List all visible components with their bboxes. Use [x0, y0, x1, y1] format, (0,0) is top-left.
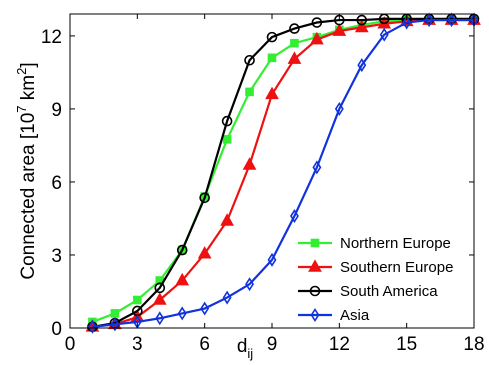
data-point: [110, 309, 120, 318]
data-point: [176, 244, 188, 256]
data-point: [110, 317, 120, 332]
x-tick-label: 12: [329, 334, 350, 355]
data-point: [222, 135, 232, 144]
data-point: [197, 246, 212, 259]
data-point: [265, 86, 279, 100]
data-point: [424, 13, 434, 28]
series-line: [92, 18, 474, 328]
series-line: [92, 18, 474, 328]
y-tick-label: 0: [51, 319, 62, 340]
data-point: [332, 23, 347, 36]
legend-label: Southern Europe: [340, 259, 453, 276]
series-southern-europe: [85, 12, 481, 332]
x-tick-label: 9: [267, 334, 278, 355]
data-point: [154, 282, 166, 294]
data-point: [155, 311, 165, 326]
series-asia: [87, 13, 479, 334]
data-point: [177, 306, 187, 321]
data-point: [334, 101, 344, 116]
data-point: [199, 192, 210, 204]
data-point: [267, 252, 277, 267]
data-point: [266, 31, 278, 43]
data-point: [245, 277, 255, 292]
legend-item: Southern Europe: [298, 259, 453, 276]
data-point: [220, 213, 234, 226]
legend-swatch-marker: [310, 308, 320, 322]
data-point: [312, 160, 322, 175]
y-axis-label: Connected area [107 km2]: [14, 62, 39, 279]
y-tick-label: 12: [41, 27, 62, 48]
data-point: [175, 272, 190, 286]
data-point: [133, 295, 142, 305]
legend-swatch-marker: [310, 238, 320, 248]
data-point: [200, 301, 210, 316]
data-point: [287, 51, 302, 64]
data-point: [379, 27, 389, 42]
legend-label: South America: [340, 283, 438, 300]
x-tick-label: 15: [396, 334, 417, 355]
series-line: [92, 18, 474, 323]
x-tick-label: 6: [199, 334, 210, 355]
x-tick-label: 3: [132, 334, 143, 355]
legend-swatch-marker: [308, 259, 322, 272]
data-point: [222, 290, 232, 305]
x-axis-label: dij: [237, 336, 253, 361]
data-point: [354, 19, 369, 33]
x-axis: 0 3 6 9 12 15 18: [65, 14, 485, 355]
legend-item: South America: [298, 283, 438, 300]
data-point: [357, 58, 367, 73]
data-point: [310, 31, 324, 45]
x-tick-label: 18: [463, 334, 484, 355]
legend-item: Asia: [298, 307, 370, 324]
data-point: [152, 292, 167, 305]
data-point: [356, 14, 368, 26]
data-point: [447, 13, 457, 28]
legend-label: Asia: [340, 307, 370, 324]
data-point: [87, 319, 97, 334]
data-point: [245, 87, 254, 97]
legend-item: Northern Europe: [298, 235, 451, 252]
legend: Northern Europe Southern Europe South Amer…: [298, 235, 453, 324]
data-point: [244, 54, 255, 66]
data-point: [290, 38, 299, 48]
legend-label: Northern Europe: [340, 235, 451, 252]
y-tick-label: 6: [51, 173, 62, 194]
data-point: [267, 53, 277, 63]
series-northern-europe: [88, 15, 479, 327]
data-point: [221, 115, 233, 127]
legend-swatch-marker: [309, 285, 321, 297]
data-point: [289, 209, 299, 224]
y-tick-label: 9: [51, 100, 62, 121]
series-line: [92, 17, 474, 328]
y-tick-label: 3: [51, 246, 62, 267]
data-point: [289, 23, 300, 34]
data-point: [242, 157, 257, 170]
data-point: [311, 17, 323, 28]
y-axis: 0 3 6 9 12: [41, 27, 474, 340]
data-point: [402, 15, 412, 30]
plot-lines: [85, 12, 481, 334]
x-tick-label: 0: [65, 334, 76, 355]
